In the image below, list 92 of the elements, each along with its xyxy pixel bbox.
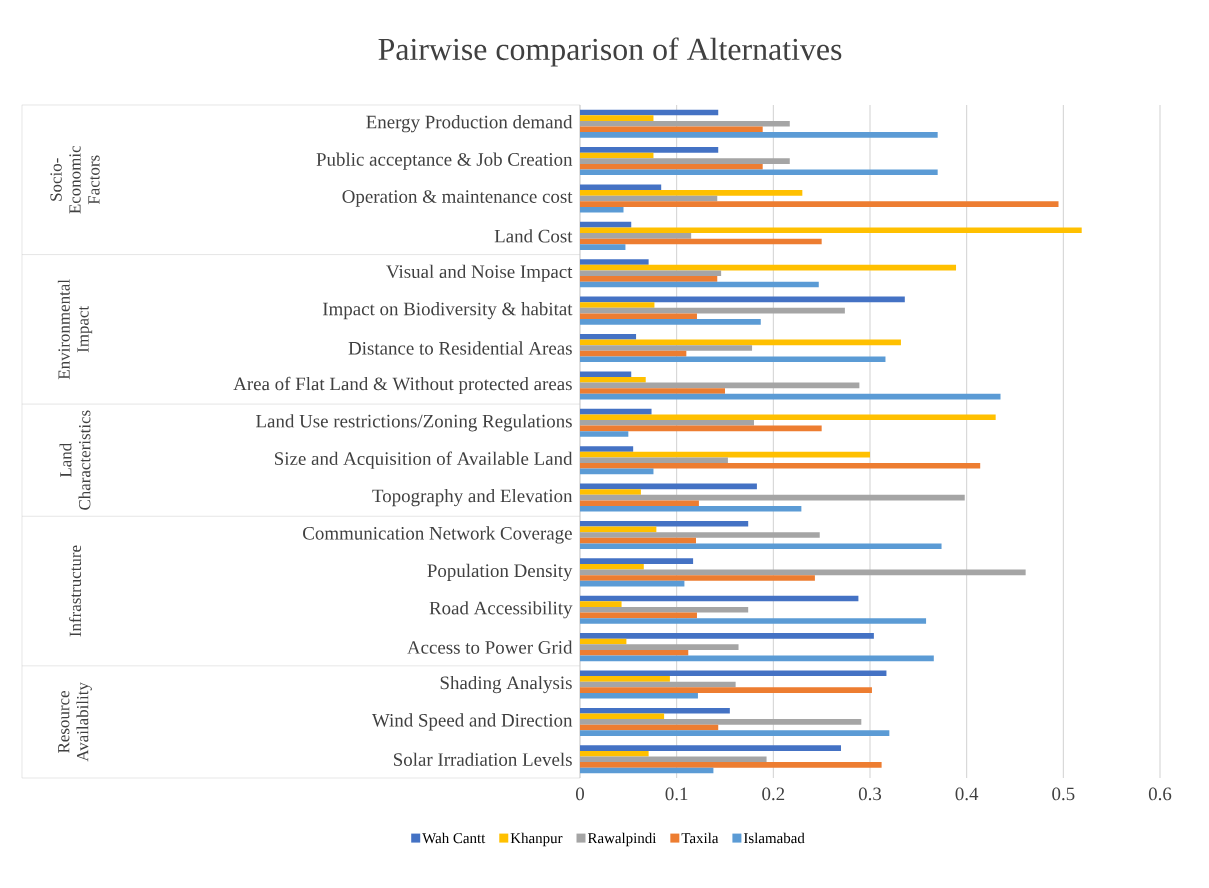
bar xyxy=(580,649,689,656)
x-tick-label: 0.1 xyxy=(665,787,688,801)
y-tick-label: Visual and Noise Impact xyxy=(386,264,573,282)
text: Environmental Impact xyxy=(57,279,93,380)
bar xyxy=(580,575,815,581)
y-tick-label: Wind Speed and Direction xyxy=(371,713,573,731)
bar xyxy=(580,414,996,420)
bar xyxy=(580,319,761,325)
y-tick-label: Topography and Elevation xyxy=(372,488,573,507)
bar xyxy=(580,132,938,138)
y-tick-label: Land Cost xyxy=(494,229,573,243)
bar xyxy=(580,692,698,699)
bar xyxy=(580,463,981,469)
y-tick-label: Population Density xyxy=(427,563,573,581)
x-tick-label: 0.6 xyxy=(1148,787,1172,801)
bar xyxy=(580,730,890,736)
bar xyxy=(580,227,1082,234)
y-tick-label: Communication Network Coverage xyxy=(303,526,572,544)
y-tick-label: Energy Production demand xyxy=(366,115,573,133)
y-tick-label: Distance to Residential Areas xyxy=(348,341,572,355)
bar xyxy=(580,431,629,437)
bar xyxy=(580,270,722,277)
bar xyxy=(580,276,718,282)
bar xyxy=(580,345,753,351)
bar xyxy=(580,169,938,176)
bar xyxy=(580,762,882,768)
bar xyxy=(580,302,655,308)
bar xyxy=(580,206,624,213)
bar xyxy=(580,606,749,613)
bar xyxy=(580,446,634,452)
text: Socio-Economic Factors xyxy=(50,145,100,214)
bar xyxy=(580,543,942,549)
bar xyxy=(580,147,719,153)
bar xyxy=(580,633,874,639)
y-tick-label: Land Use restrictions/Zoning Regulations xyxy=(256,414,572,432)
bar xyxy=(580,489,641,495)
x-tick-label: 0.2 xyxy=(762,787,785,801)
chart-title: Pairwise comparison of Alternatives xyxy=(378,37,842,67)
bar xyxy=(580,259,649,265)
bar xyxy=(580,420,754,426)
y-tick-label: Area of Flat Land & Without protected areas xyxy=(233,376,572,395)
legend-label: Taxila xyxy=(681,832,719,844)
x-tick-label: 0.4 xyxy=(955,787,979,801)
bar xyxy=(580,190,803,196)
bar xyxy=(580,719,862,725)
y-tick-label: Solar Irradiation Levels xyxy=(394,752,572,766)
bar xyxy=(580,158,790,164)
bar xyxy=(580,707,730,714)
legend-label: Khanpur xyxy=(510,832,563,847)
bar xyxy=(580,313,697,320)
legend-label: Islamabad xyxy=(743,832,805,844)
bar xyxy=(580,334,637,340)
bar xyxy=(580,750,649,757)
legend-label: Rawalpindi xyxy=(587,832,657,847)
bar xyxy=(580,244,626,250)
bar xyxy=(580,233,692,239)
bar xyxy=(580,532,820,538)
text: Land Characteristics xyxy=(59,410,91,510)
y-tick-label: Public acceptance & Job Creation xyxy=(316,152,573,170)
bar xyxy=(580,505,802,512)
y-tick-label: Size and Acquisition of Available Land xyxy=(275,451,573,469)
bar xyxy=(580,745,841,751)
y-tick-label: Operation & maintenance cost xyxy=(342,190,573,207)
bar xyxy=(580,377,646,383)
y-tick-label: Impact on Biodiversity & habitat xyxy=(322,302,573,320)
x-tick-label: 0.3 xyxy=(858,787,882,801)
bar xyxy=(580,115,654,121)
bar xyxy=(580,676,670,682)
text: Resource Availability xyxy=(58,682,92,762)
legend-label: Wah Cantt xyxy=(422,832,486,844)
bar xyxy=(580,457,728,463)
x-tick-label: 0 xyxy=(575,787,584,801)
bar xyxy=(580,644,739,650)
bar xyxy=(580,184,662,191)
bar xyxy=(580,520,749,527)
bar xyxy=(580,371,632,377)
y-tick-label: Road Accessibility xyxy=(429,601,573,619)
bar xyxy=(580,687,872,693)
bar xyxy=(580,356,886,363)
bar xyxy=(580,601,622,607)
bar xyxy=(580,201,1059,207)
bar xyxy=(580,563,644,570)
bar xyxy=(580,618,927,624)
y-tick-label: Shading Analysis xyxy=(440,675,572,694)
bar xyxy=(580,408,652,415)
x-tick-label: 0.5 xyxy=(1052,787,1075,801)
text: Infrastructure xyxy=(68,545,82,637)
bar xyxy=(580,500,699,506)
bar xyxy=(580,388,725,394)
bar xyxy=(580,126,763,133)
y-tick-label: Access to Power Grid xyxy=(407,640,573,654)
bar xyxy=(580,558,694,564)
